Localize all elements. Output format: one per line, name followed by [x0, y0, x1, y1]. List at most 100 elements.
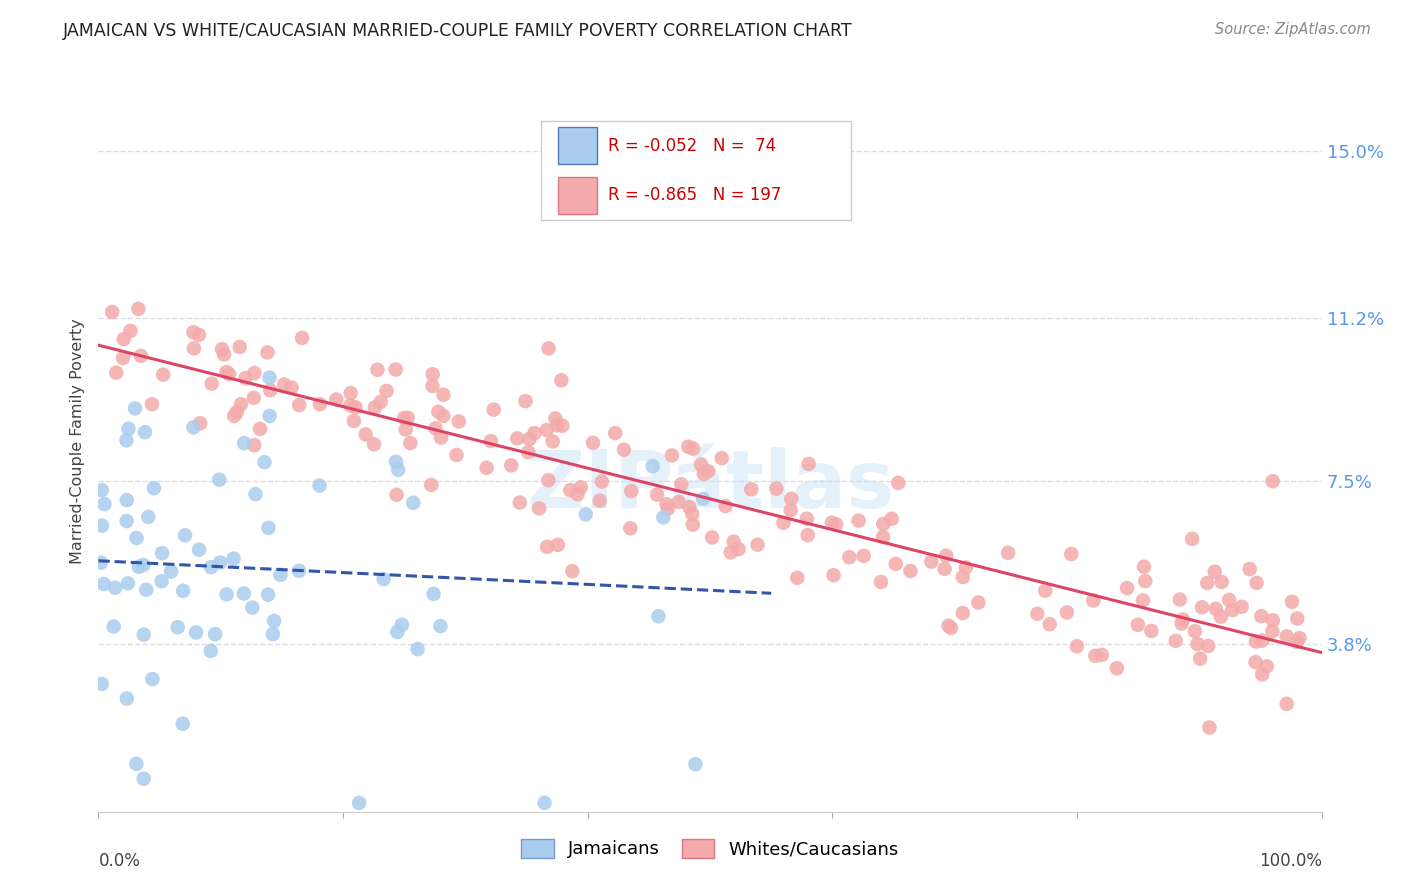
Point — [1168, 592, 1191, 607]
Point — [225, 405, 247, 419]
Point — [347, 796, 370, 810]
Point — [544, 411, 567, 425]
Point — [523, 426, 546, 441]
Point — [1209, 609, 1232, 624]
Point — [1126, 617, 1149, 632]
Point — [280, 380, 302, 394]
Point — [112, 332, 135, 346]
Point — [1244, 655, 1267, 669]
Point — [747, 538, 769, 552]
Point — [872, 530, 894, 544]
Point — [692, 491, 714, 506]
Point — [211, 342, 233, 356]
Text: JAMAICAN VS WHITE/CAUCASIAN MARRIED-COUPLE FAMILY POVERTY CORRELATION CHART: JAMAICAN VS WHITE/CAUCASIAN MARRIED-COUP… — [63, 22, 853, 40]
Point — [934, 562, 956, 576]
Point — [128, 559, 150, 574]
Point — [939, 621, 962, 635]
Point — [547, 538, 569, 552]
Point — [215, 365, 238, 379]
Point — [1170, 616, 1192, 631]
Point — [870, 574, 893, 589]
Point — [765, 482, 787, 496]
Point — [620, 484, 643, 499]
Point — [872, 516, 894, 531]
Point — [141, 672, 163, 686]
Point — [506, 431, 529, 445]
Point — [1204, 565, 1226, 579]
Point — [90, 483, 112, 498]
Point — [208, 473, 231, 487]
Point — [900, 564, 922, 578]
Point — [1251, 633, 1274, 648]
Point — [1189, 651, 1212, 665]
Point — [551, 418, 574, 433]
Point — [218, 367, 240, 381]
Point — [1246, 576, 1268, 591]
Point — [188, 542, 211, 557]
Point — [1039, 617, 1062, 632]
Point — [309, 397, 332, 411]
Point — [90, 677, 112, 691]
Point — [657, 501, 679, 516]
Point — [249, 422, 271, 436]
Point — [152, 368, 174, 382]
Point — [256, 345, 278, 359]
Point — [1060, 547, 1083, 561]
Point — [641, 459, 664, 474]
Point — [821, 516, 844, 530]
Point — [172, 583, 194, 598]
Point — [124, 401, 146, 416]
Point — [852, 549, 875, 563]
Point — [396, 410, 419, 425]
Point — [166, 620, 188, 634]
Point — [187, 327, 209, 342]
Point — [1191, 600, 1213, 615]
Point — [1164, 633, 1187, 648]
Point — [344, 401, 367, 415]
Point — [1261, 474, 1284, 488]
Point — [582, 435, 605, 450]
Point — [215, 587, 238, 601]
Point — [385, 488, 408, 502]
Point — [786, 571, 808, 585]
Point — [772, 516, 794, 530]
Point — [575, 508, 598, 522]
Point — [1285, 635, 1308, 649]
Point — [561, 564, 583, 578]
Point — [427, 405, 450, 419]
Point — [373, 572, 395, 586]
Text: R = -0.052   N =  74: R = -0.052 N = 74 — [609, 136, 776, 154]
Point — [1250, 609, 1272, 624]
Point — [482, 402, 505, 417]
Point — [967, 596, 990, 610]
Point — [243, 366, 266, 380]
Point — [693, 467, 716, 482]
Point — [685, 757, 707, 772]
Point — [796, 528, 818, 542]
Point — [1116, 581, 1139, 595]
Point — [240, 600, 263, 615]
Point — [536, 540, 558, 554]
Point — [671, 477, 693, 491]
Point — [132, 772, 155, 786]
Point — [385, 455, 408, 469]
Point — [399, 436, 422, 450]
Point — [242, 391, 264, 405]
Point — [935, 549, 957, 563]
Point — [364, 401, 387, 415]
Point — [1187, 637, 1209, 651]
Point — [269, 567, 291, 582]
Point — [422, 587, 444, 601]
Point — [150, 574, 173, 589]
Point — [105, 366, 128, 380]
Point — [1230, 599, 1253, 614]
Point — [354, 427, 377, 442]
Point — [1171, 612, 1194, 626]
Point — [183, 420, 205, 434]
Point — [117, 422, 139, 436]
Point — [172, 716, 194, 731]
Point — [1256, 659, 1278, 673]
Point — [1132, 593, 1154, 607]
Point — [183, 342, 205, 356]
Point — [104, 581, 127, 595]
